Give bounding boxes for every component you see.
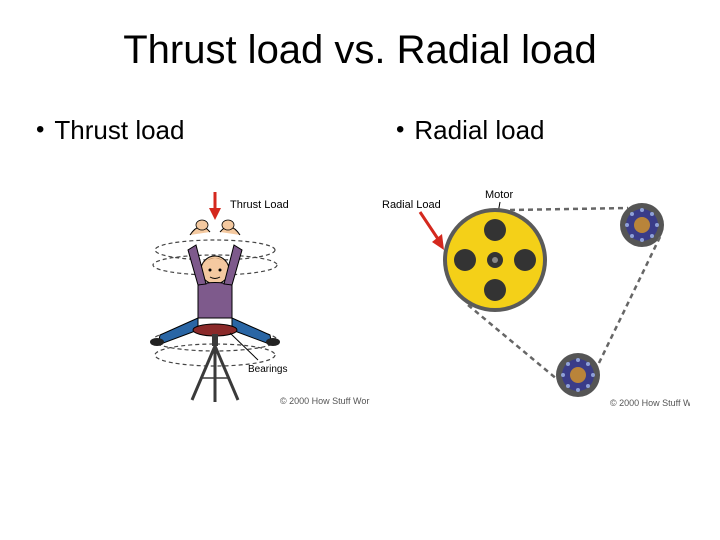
bullet-thrust: • Thrust load <box>0 115 360 146</box>
figure-thrust-load: Thrust Load <box>130 190 370 420</box>
thrust-label: Thrust Load <box>230 199 289 211</box>
motor-label: Motor <box>485 189 513 201</box>
radial-label: Radial Load <box>382 199 441 211</box>
radial-arrow-icon <box>420 212 444 250</box>
bullet-radial-label: Radial load <box>414 115 544 146</box>
bullet-dot: • <box>396 115 404 145</box>
figure-radial-load: Radial Load Motor <box>380 180 690 410</box>
bearings-label: Bearings <box>248 364 287 375</box>
bearing-bottom-icon <box>556 353 600 397</box>
page-title: Thrust load vs. Radial load <box>0 28 720 73</box>
thrust-arrow-icon <box>209 192 221 220</box>
bullet-radial: • Radial load <box>360 115 720 146</box>
motor-pulley-icon <box>443 208 547 312</box>
bullet-row: • Thrust load • Radial load <box>0 115 720 146</box>
bullet-thrust-label: Thrust load <box>54 115 184 146</box>
copyright-right: © 2000 How Stuff Works <box>610 398 690 408</box>
copyright-left: © 2000 How Stuff Works <box>280 396 370 406</box>
stool-icon <box>192 324 238 402</box>
bullet-dot: • <box>36 115 44 145</box>
